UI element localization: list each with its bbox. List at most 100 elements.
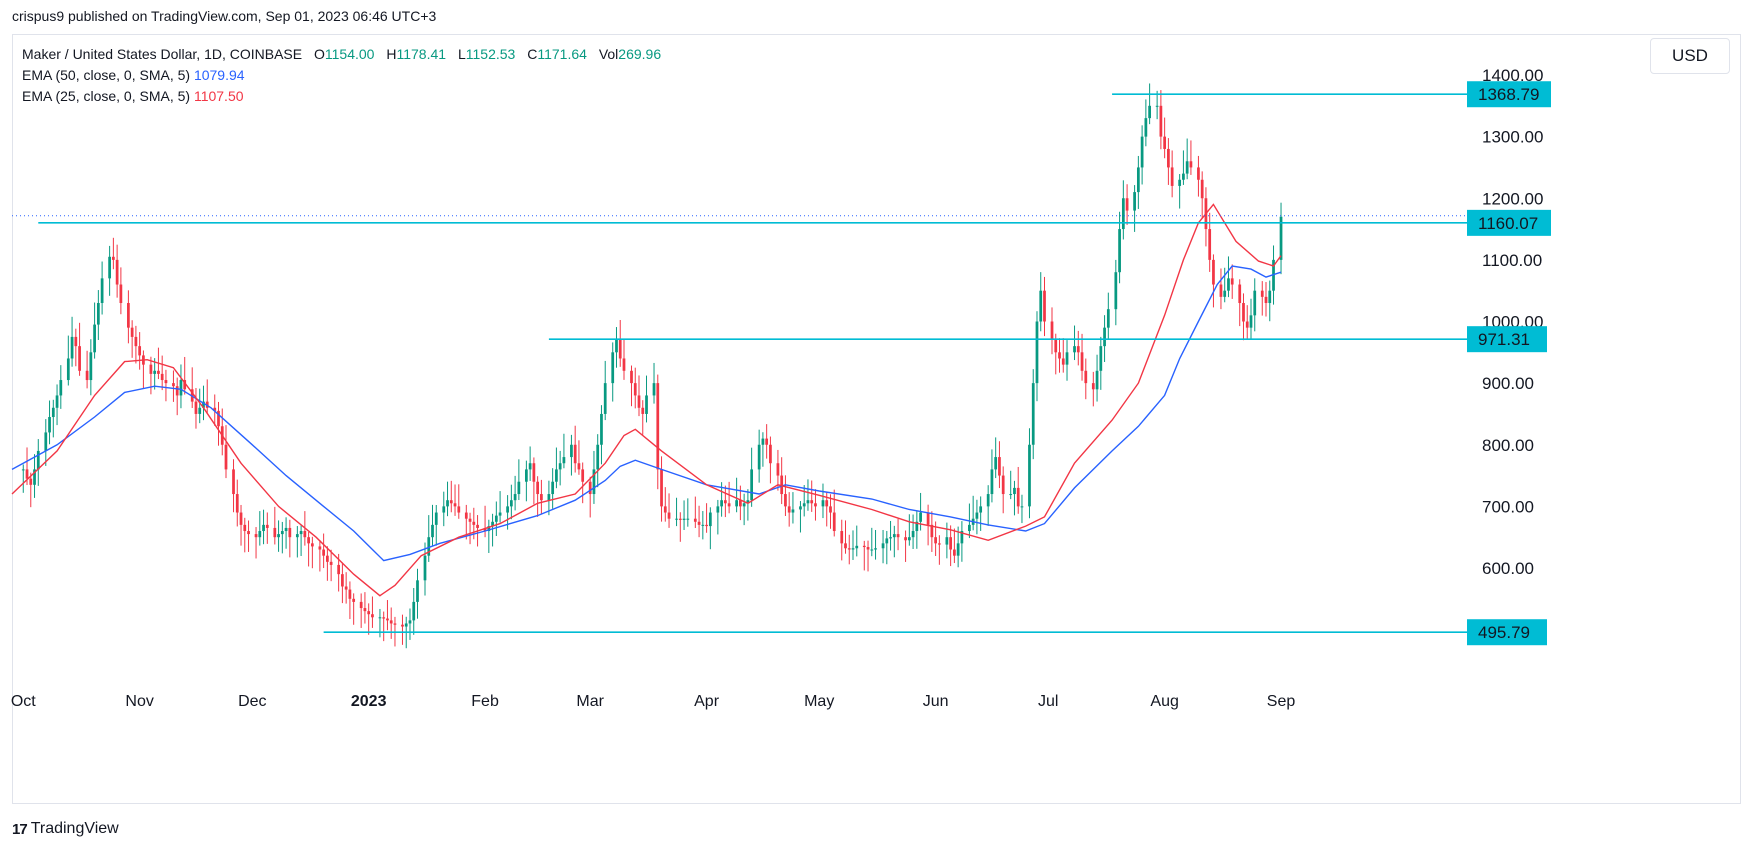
candle-body (44, 432, 48, 451)
candle-body (1084, 370, 1088, 384)
candle-body (1238, 284, 1242, 304)
candle-body (814, 503, 817, 507)
candle-body (359, 601, 363, 609)
candle-body (337, 564, 341, 575)
candle-body (892, 534, 896, 538)
candle-body (434, 512, 438, 525)
candle-body (1031, 383, 1035, 445)
y-tick-label: 1100.00 (1482, 251, 1542, 270)
candle-body (284, 527, 288, 532)
candle-body (855, 545, 859, 549)
candle-body (806, 500, 810, 504)
currency-button[interactable]: USD (1650, 38, 1730, 74)
candle-body (840, 531, 844, 544)
x-tick-label: Mar (576, 693, 604, 710)
candle-body (254, 534, 258, 538)
candle-body (1013, 487, 1016, 495)
ema50-value: 1079.94 (193, 67, 245, 83)
candle-body (393, 623, 397, 625)
candle-body (494, 515, 498, 522)
candle-body (1136, 167, 1140, 193)
candle-body (48, 417, 51, 433)
candle-body (1114, 272, 1118, 310)
ema25-row[interactable]: EMA (25, close, 0, SMA, 5) 1107.50 (22, 86, 661, 107)
candle-body (678, 518, 682, 520)
candle-body (446, 500, 449, 507)
candle-body (960, 531, 964, 544)
candle-body (937, 543, 941, 545)
candle-body (956, 543, 960, 556)
candle-body (968, 524, 971, 532)
candle-body (885, 538, 889, 544)
candle-body (821, 500, 825, 507)
candle-body (1095, 370, 1099, 390)
candle-body (491, 521, 494, 527)
candle-body (1009, 494, 1013, 496)
candle-body (344, 586, 348, 590)
candle-body (926, 512, 930, 525)
candle-body (404, 623, 408, 627)
symbol-title[interactable]: Maker / United States Dollar, 1D, COINBA… (22, 46, 303, 62)
candle-body (70, 336, 74, 359)
candle-body (1118, 229, 1121, 273)
candle-body (55, 395, 59, 408)
candle-body (59, 380, 63, 396)
candle-body (127, 303, 130, 328)
candle-body (449, 500, 453, 504)
candle-body (172, 383, 175, 387)
candle-body (784, 494, 787, 507)
chart-frame (12, 34, 1741, 804)
candle-body (299, 531, 303, 535)
candle-body (427, 537, 431, 556)
candle-body (277, 534, 280, 538)
candle-body (329, 561, 333, 565)
candle-body (1058, 352, 1061, 359)
candle-body (33, 469, 36, 485)
candle-body (1155, 105, 1159, 107)
candle-body (348, 589, 352, 599)
candle-body (175, 386, 179, 396)
candle-body (769, 444, 772, 464)
candle-body (742, 503, 746, 507)
candle-body (832, 512, 836, 532)
candle-body (506, 506, 509, 513)
open-value: 1154.00 (324, 46, 375, 62)
candle-body (1148, 105, 1151, 119)
ema50-row[interactable]: EMA (50, close, 0, SMA, 5) 1079.94 (22, 65, 661, 86)
candle-body (660, 469, 663, 507)
candle-body (603, 383, 607, 414)
candle-body (851, 548, 855, 550)
candle-body (1125, 198, 1129, 211)
candle-body (600, 413, 603, 445)
tradingview-footer[interactable]: 17 TradingView (12, 820, 119, 838)
candle-body (179, 380, 183, 396)
candle-body (262, 524, 265, 532)
candle-body (1016, 487, 1020, 507)
candle-body (29, 478, 33, 485)
candle-body (907, 537, 911, 541)
candle-body (618, 339, 622, 359)
candle-body (633, 383, 637, 396)
x-tick-label: May (804, 693, 834, 710)
candle-body (1227, 278, 1230, 291)
candle-body (386, 618, 389, 621)
candle-body (232, 469, 235, 495)
candle-body (1200, 179, 1204, 199)
candle-body (802, 503, 806, 507)
candle-body (708, 512, 712, 527)
candle-body (431, 524, 434, 538)
candle-body (1039, 290, 1043, 322)
candle-body (224, 444, 228, 470)
candle-body (825, 500, 829, 507)
level-label-box (1467, 209, 1551, 236)
ohlc-row: Maker / United States Dollar, 1D, COINBA… (22, 44, 661, 65)
x-tick-label: Jun (923, 693, 949, 710)
candle-body (100, 278, 104, 304)
candle-body (592, 469, 596, 495)
x-tick-label: Nov (125, 693, 153, 710)
candle-body (810, 500, 814, 504)
close-value: 1171.64 (537, 46, 587, 62)
candle-body (36, 450, 40, 470)
candle-body (307, 537, 310, 544)
